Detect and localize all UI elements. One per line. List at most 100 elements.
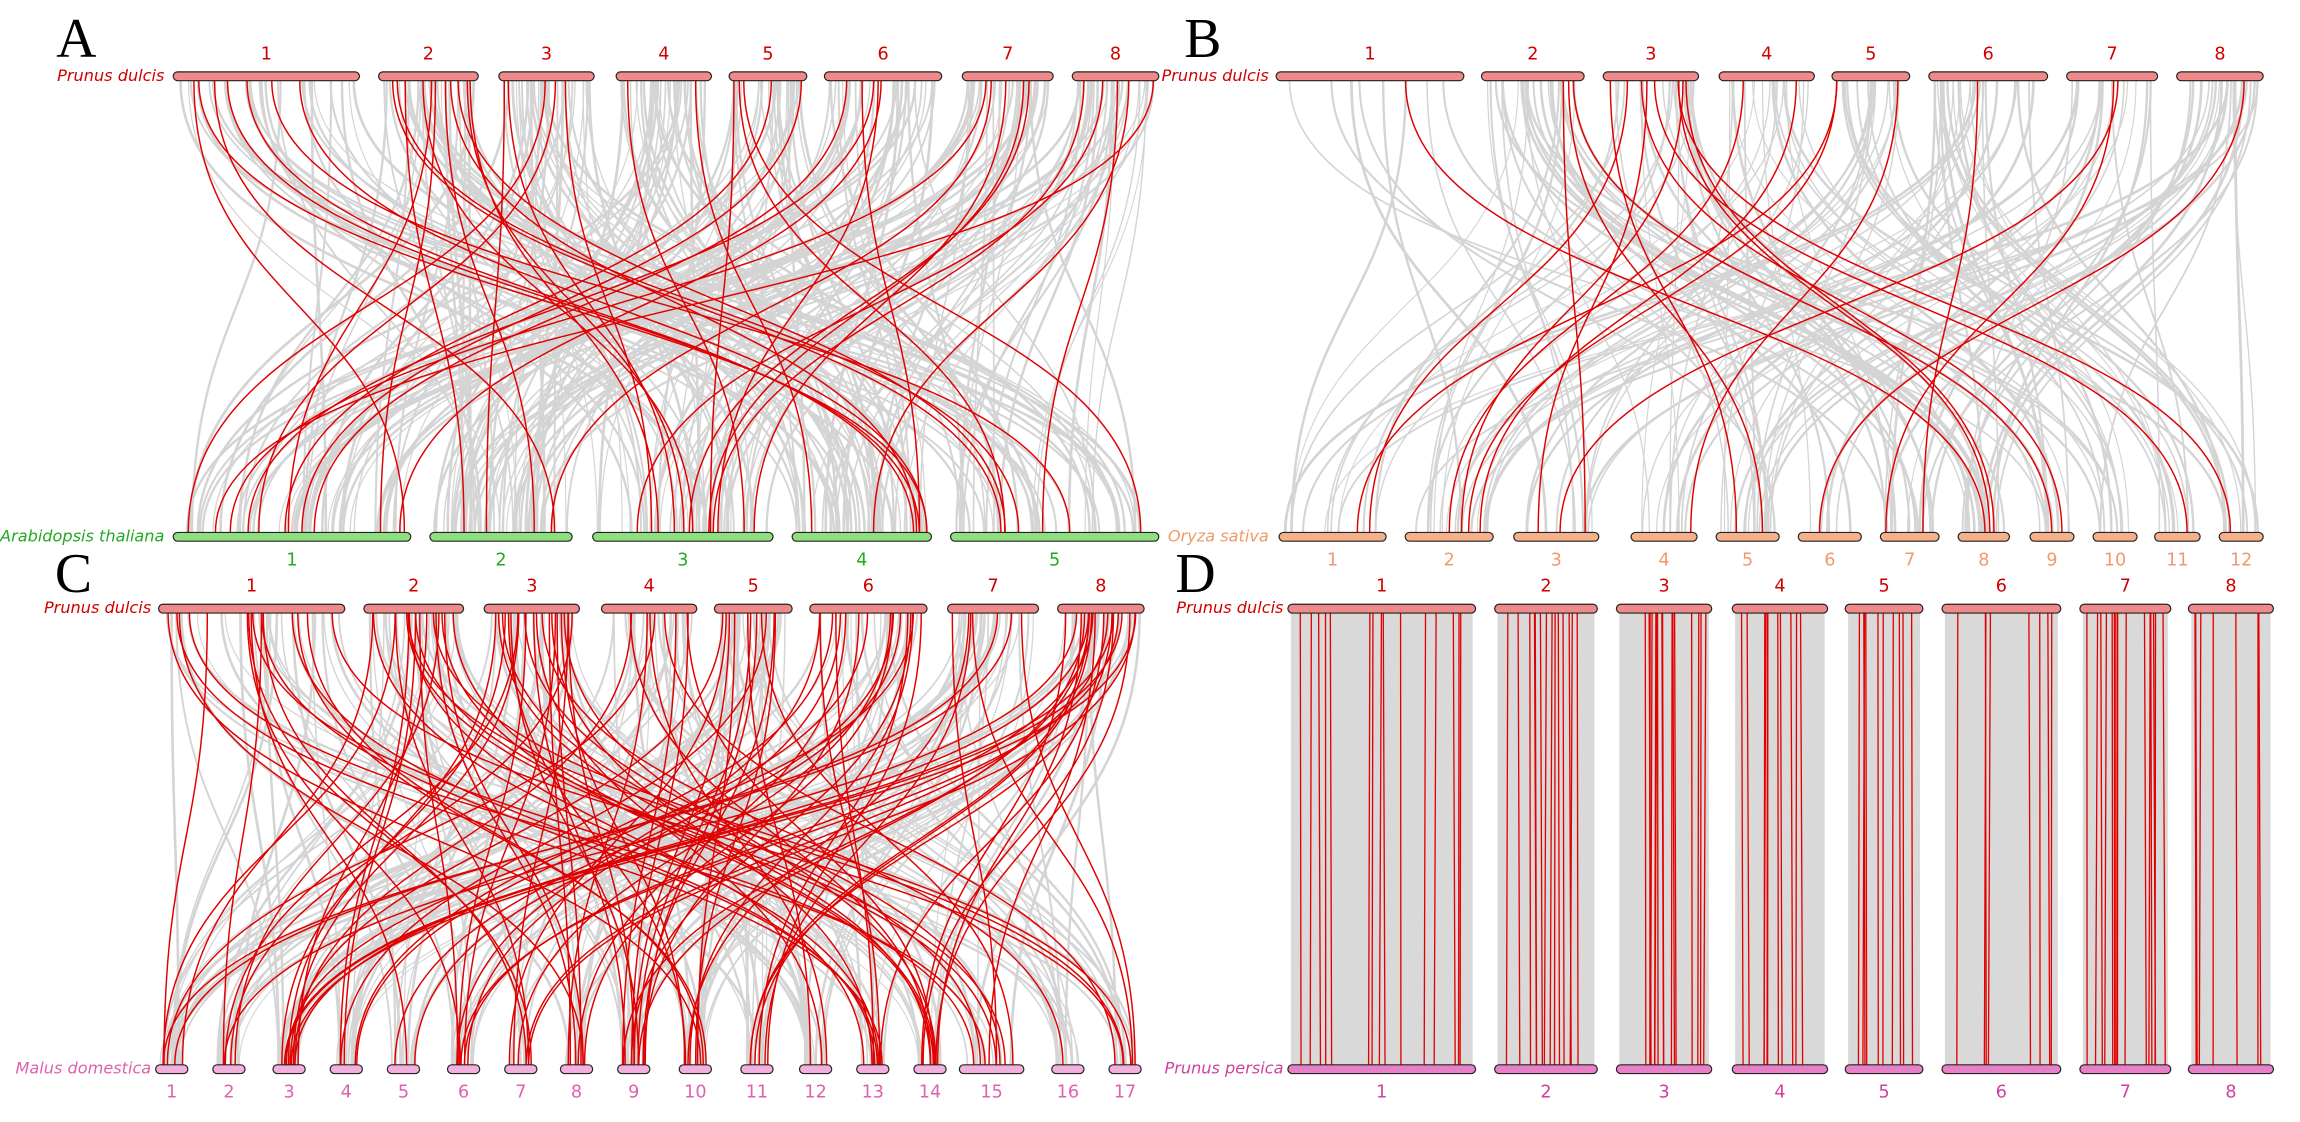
gray-link <box>498 80 655 533</box>
gray-link <box>1375 80 1785 533</box>
gray-link <box>907 80 965 533</box>
red-link <box>407 613 1125 1065</box>
chromosome-label: 1 <box>1376 577 1387 597</box>
red-link <box>1661 613 1665 1065</box>
gray-link <box>497 613 1073 1065</box>
gray-link <box>1676 80 2035 533</box>
red-link <box>287 80 433 533</box>
chromosome <box>1844 603 1924 614</box>
red-link <box>2047 613 2051 1065</box>
species-label: Prunus dulcis <box>57 66 165 85</box>
chromosome-label: 13 <box>862 1083 884 1103</box>
red-link <box>419 613 459 1065</box>
red-link <box>485 80 506 533</box>
gray-link <box>1330 80 1889 533</box>
gray-link <box>221 613 983 1065</box>
gray-link <box>1867 80 2106 533</box>
gray-link <box>1338 80 1755 533</box>
red-link <box>1656 613 1659 1065</box>
chromosome-label: 1 <box>1376 1083 1387 1103</box>
gray-link <box>913 80 1096 533</box>
chromosome-label: 6 <box>1824 550 1835 570</box>
red-link <box>1433 613 1437 1065</box>
red-link <box>223 613 1078 1065</box>
gray-link <box>755 613 1127 1065</box>
gray-link <box>1761 80 1812 533</box>
species-label: Prunus dulcis <box>1176 598 1284 617</box>
chromosome <box>740 1064 774 1075</box>
red-link <box>712 80 1085 533</box>
red-link <box>247 613 532 1065</box>
synteny-block <box>1944 608 2058 1070</box>
chromosome-label: 3 <box>526 577 537 597</box>
red-link <box>560 613 686 1065</box>
gray-link <box>1933 80 2050 533</box>
red-link <box>563 613 937 1065</box>
red-link <box>694 80 813 533</box>
gray-link <box>842 80 927 533</box>
chromosome-label: 4 <box>856 550 867 570</box>
red-link <box>340 613 768 1065</box>
red-link <box>224 613 519 1065</box>
gray-link <box>305 80 689 533</box>
red-link <box>510 613 640 1065</box>
gray-link <box>1669 80 1680 533</box>
gray-link <box>1029 80 1137 533</box>
chromosome-label: 3 <box>283 1083 294 1103</box>
gray-link <box>543 80 916 533</box>
chromosome-label: 7 <box>2120 577 2131 597</box>
gray-link <box>1520 80 1988 533</box>
red-link <box>753 80 1007 533</box>
gray-link <box>544 80 1126 533</box>
red-link <box>1746 613 1750 1065</box>
chromosome <box>2154 531 2201 542</box>
red-link <box>339 613 410 1065</box>
gray-link <box>1032 80 1149 533</box>
gray-link <box>1525 80 1651 533</box>
gray-link <box>962 80 1095 533</box>
gray-link <box>2099 80 2232 533</box>
red-link <box>1644 613 1647 1065</box>
red-link <box>717 80 879 533</box>
red-link <box>394 613 894 1065</box>
gray-link <box>388 80 801 533</box>
gray-link <box>1427 80 1671 533</box>
chromosome <box>172 71 361 82</box>
red-link <box>1452 613 1456 1065</box>
red-link <box>1537 80 1648 533</box>
red-link <box>372 613 880 1065</box>
chromosome <box>1797 531 1862 542</box>
gray-link <box>1470 80 2248 533</box>
gray-link <box>1946 80 2231 533</box>
red-link <box>178 613 584 1065</box>
chromosome <box>498 71 595 82</box>
gray-link <box>640 80 800 533</box>
panel-letter: A <box>56 8 96 70</box>
chromosome-label: 2 <box>408 577 419 597</box>
chromosome <box>949 531 1160 542</box>
chromosome-label: 2 <box>223 1083 234 1103</box>
red-link <box>1609 80 1738 533</box>
chromosome-label: 1 <box>1327 550 1338 570</box>
chromosome-label: 9 <box>2046 550 2057 570</box>
red-link <box>379 80 437 533</box>
gray-link <box>1501 80 1764 533</box>
red-link <box>988 613 1096 1065</box>
gray-link <box>1521 80 1775 533</box>
red-link <box>463 613 1094 1065</box>
red-link <box>260 613 879 1065</box>
gray-link <box>2232 80 2257 533</box>
gray-link <box>448 80 473 533</box>
gray-link <box>2111 80 2189 533</box>
red-link <box>2194 613 2197 1065</box>
chromosome <box>1941 603 2062 614</box>
red-link <box>2152 613 2157 1065</box>
red-link <box>396 80 1020 533</box>
species-label: Prunus dulcis <box>1162 66 1270 85</box>
chromosome <box>559 1064 594 1075</box>
red-link <box>688 80 1030 533</box>
panel-letter: B <box>1184 8 1221 70</box>
gray-link <box>1939 80 2227 533</box>
chromosome <box>1844 1064 1924 1075</box>
